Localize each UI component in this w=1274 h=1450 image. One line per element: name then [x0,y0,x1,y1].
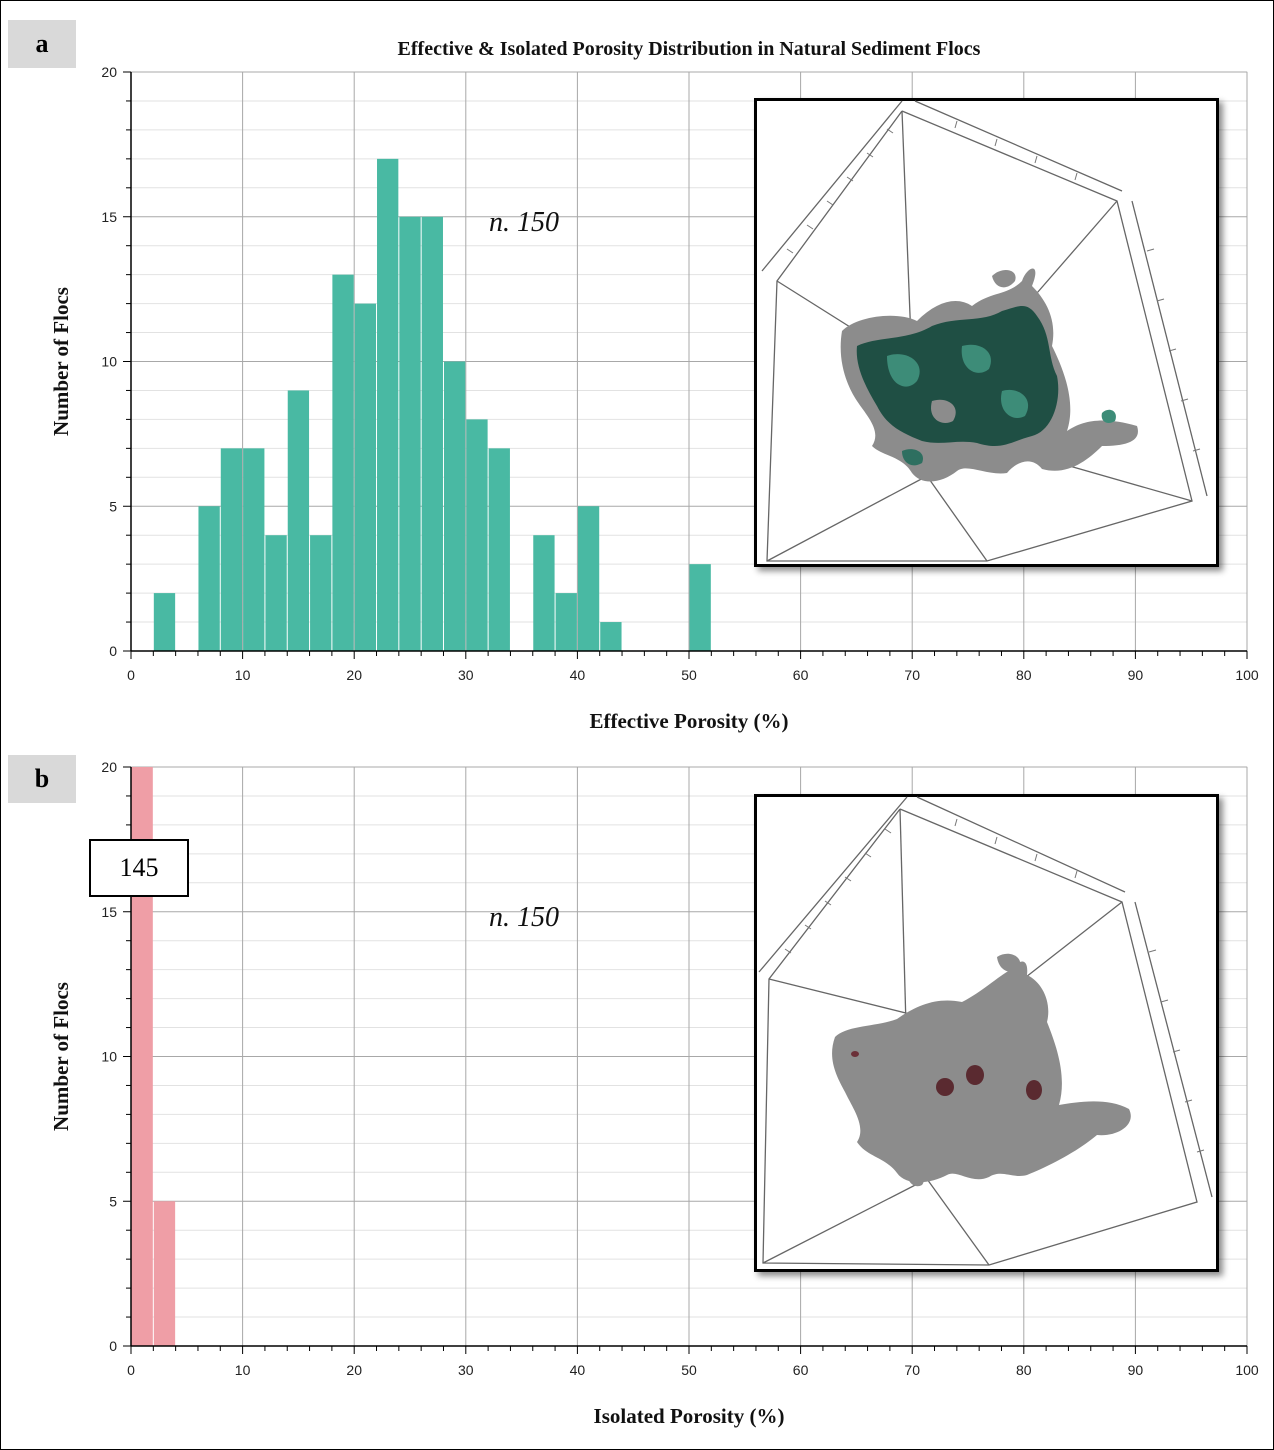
x-tick-label: 70 [904,1362,920,1378]
y-tick-label: 20 [101,64,117,80]
y-tick-label: 5 [109,498,117,514]
x-tick-label: 0 [127,1362,135,1378]
y-axis-label: Number of Flocs [49,982,73,1131]
histogram-bar [354,303,377,651]
x-tick-label: 30 [458,1362,474,1378]
panel-a-label: a [8,20,76,68]
histogram-bar [577,506,600,651]
y-tick-label: 0 [109,643,117,659]
sample-size-annotation: n. 150 [489,902,559,933]
histogram-bar [488,448,510,651]
histogram-bar [600,622,622,651]
chart-b: 0 10 20 30 40 50 60 70 80 90 100 0 5 10 15 20 Isolated P… [49,759,1259,1428]
x-tick-label: 0 [127,667,135,683]
x-tick-label: 80 [1016,667,1032,683]
histogram-bar [265,535,287,651]
histogram-bar [533,535,555,651]
x-tick-label: 100 [1235,1362,1259,1378]
x-tick-label: 20 [346,1362,362,1378]
histogram-bar [310,535,332,651]
x-tick-label: 50 [681,1362,697,1378]
chart-title: Effective & Isolated Porosity Distributi… [397,38,981,60]
histogram-bar [243,448,265,651]
panel-b-label: b [8,755,76,803]
x-tick-label: 80 [1016,1362,1032,1378]
histogram-bar [689,564,711,651]
y-tick-label: 0 [109,1338,117,1354]
x-tick-label: 100 [1235,667,1259,683]
y-tick-label: 10 [101,354,117,370]
histogram-bar [399,216,421,651]
y-tick-label: 15 [101,209,117,225]
x-tick-label: 70 [904,667,920,683]
histogram-bar [466,419,488,651]
histogram-bar [555,593,577,651]
floc-3d-render-isolated [754,794,1219,1272]
floc-3d-render-effective [754,98,1219,567]
histogram-bar [153,1201,176,1346]
x-axis-label: Isolated Porosity (%) [594,1404,785,1428]
x-tick-label: 10 [235,1362,251,1378]
histogram-bar [443,361,466,651]
histogram-bar [332,274,354,651]
bar-overflow-callout: 145 [89,839,189,897]
x-tick-label: 60 [793,1362,809,1378]
y-tick-label: 15 [101,904,117,920]
y-tick-label: 10 [101,1049,117,1065]
x-axis-label: Effective Porosity (%) [589,709,788,733]
x-tick-label: 90 [1128,667,1144,683]
histogram-bar [198,506,220,651]
x-tick-label: 40 [570,1362,586,1378]
x-tick-label: 50 [681,667,697,683]
x-tick-label: 20 [346,667,362,683]
y-axis-label: Number of Flocs [49,287,73,436]
histogram-bar [220,448,243,651]
x-tick-label: 60 [793,667,809,683]
x-tick-label: 10 [235,667,251,683]
x-tick-label: 40 [570,667,586,683]
histogram-bar [287,390,310,651]
sample-size-annotation: n. 150 [489,207,559,238]
y-tick-label: 20 [101,759,117,775]
y-tick-label: 5 [109,1193,117,1209]
x-tick-label: 30 [458,667,474,683]
histogram-bar [131,767,153,1346]
x-tick-label: 90 [1128,1362,1144,1378]
histogram-bar [153,593,176,651]
histogram-bar [377,158,399,651]
histogram-bar [421,216,443,651]
